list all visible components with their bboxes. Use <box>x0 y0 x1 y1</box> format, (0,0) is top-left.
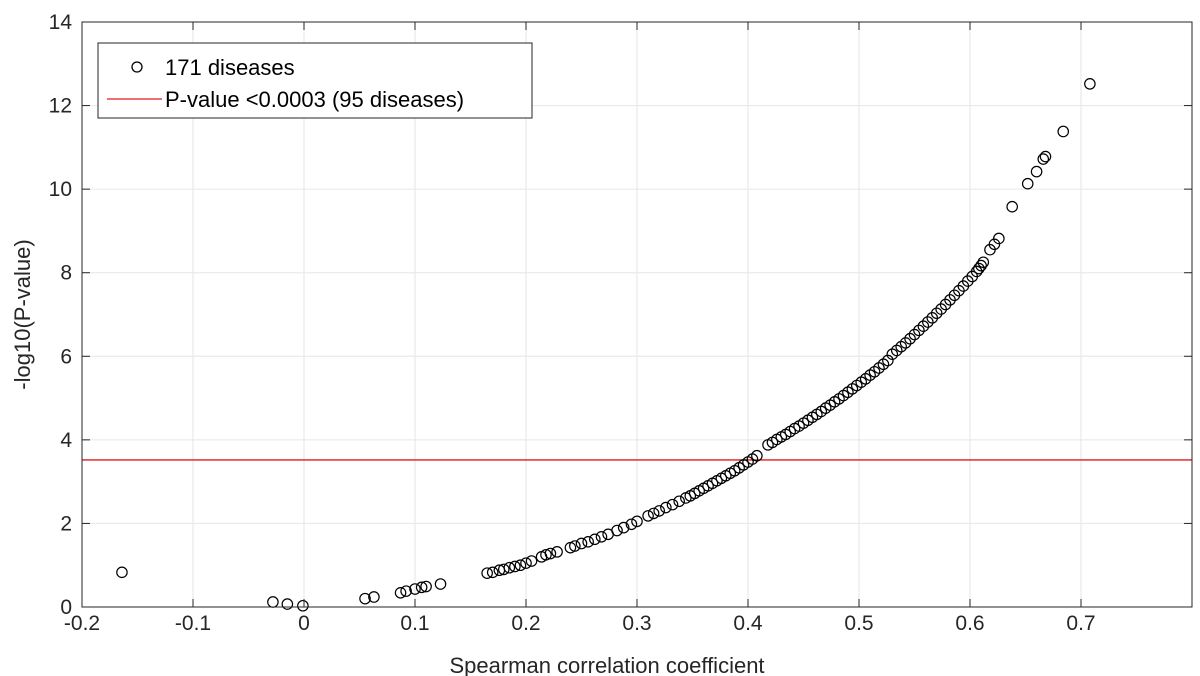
data-point <box>611 524 623 537</box>
data-point <box>514 559 527 572</box>
data-point <box>993 232 1005 245</box>
data-point <box>1037 153 1050 165</box>
legend-entry-threshold: P-value <0.0003 (95 diseases) <box>165 87 464 112</box>
y-tick-label: 8 <box>60 262 72 285</box>
x-tick-label: 0.2 <box>511 612 540 635</box>
data-point <box>1057 125 1070 138</box>
legend-box <box>97 42 533 119</box>
data-point <box>486 566 499 579</box>
data-point <box>890 344 903 357</box>
data-point <box>899 337 912 349</box>
data-point <box>895 340 907 353</box>
data-point <box>873 362 885 374</box>
data-point <box>297 599 309 612</box>
data-point <box>434 578 447 590</box>
data-point <box>267 596 279 608</box>
data-point <box>973 262 985 275</box>
x-tick-label: 0.3 <box>622 612 651 635</box>
data-point <box>660 501 672 514</box>
x-tick-label: 0.6 <box>955 612 984 635</box>
data-point <box>988 238 1001 251</box>
data-point <box>917 320 930 332</box>
y-axis-label: -log10(P-value) <box>10 239 35 389</box>
y-tick-label: 12 <box>49 95 72 118</box>
x-tick-label: 0.7 <box>1066 612 1095 635</box>
y-tick-label: 10 <box>49 178 72 201</box>
x-tick-label: -0.1 <box>175 612 211 635</box>
data-point <box>1006 200 1018 213</box>
data-point <box>913 324 925 337</box>
data-point <box>281 598 294 610</box>
data-point <box>551 546 563 558</box>
y-tick-label: 6 <box>60 345 72 368</box>
data-point <box>368 591 380 603</box>
data-point <box>1084 78 1096 90</box>
data-point <box>647 507 660 520</box>
data-point <box>497 563 510 576</box>
data-point <box>481 567 493 579</box>
data-point <box>595 530 608 543</box>
data-point <box>908 328 921 341</box>
data-point <box>575 537 588 550</box>
data-point <box>509 560 521 573</box>
data-point <box>673 495 685 508</box>
x-tick-label: 0.1 <box>400 612 429 635</box>
data-point <box>922 316 934 328</box>
data-point <box>544 547 557 560</box>
data-point <box>977 256 990 269</box>
data-point <box>415 581 428 594</box>
y-tick-label: 2 <box>60 512 72 535</box>
data-point <box>569 540 581 552</box>
data-point <box>653 505 665 517</box>
data-point <box>503 561 516 574</box>
y-tick-label: 14 <box>49 11 73 34</box>
axis-ticks: -0.2 -0.1 0 0.1 0.2 0.3 0.4 0.5 0.6 0.7 0 2 4 6 8 10 12 1… <box>49 11 1192 635</box>
data-point <box>116 566 128 579</box>
data-point <box>975 259 987 272</box>
data-point <box>1039 150 1052 163</box>
data-point <box>970 265 983 278</box>
data-point <box>582 536 594 548</box>
data-point <box>400 585 412 597</box>
data-point <box>625 518 638 531</box>
data-point <box>1030 165 1043 178</box>
data-point <box>930 307 943 320</box>
x-tick-label: 0.4 <box>733 612 763 635</box>
data-point <box>1021 177 1034 190</box>
data-point <box>525 555 538 567</box>
legend-marker-circle <box>131 61 143 73</box>
x-tick-label: 0.5 <box>844 612 873 635</box>
data-point <box>631 515 643 528</box>
x-tick-label: 0 <box>298 612 310 635</box>
data-point <box>882 354 894 367</box>
x-tick-label: -0.2 <box>64 612 100 635</box>
data-point <box>617 521 630 534</box>
data-point <box>589 533 601 546</box>
legend: 171 diseases P-value <0.0003 (95 disease… <box>97 42 533 119</box>
data-point <box>904 332 916 345</box>
y-tick-label: 4 <box>60 429 72 452</box>
data-point <box>359 592 371 605</box>
data-point <box>409 583 421 595</box>
data-point <box>420 580 432 593</box>
data-points <box>116 78 1096 612</box>
data-point <box>751 449 763 462</box>
data-point <box>642 510 654 522</box>
data-point <box>520 557 532 569</box>
x-axis-label: Spearman correlation coefficient <box>449 653 764 676</box>
data-point <box>666 498 679 511</box>
y-tick-label: 0 <box>60 596 72 619</box>
data-point <box>877 358 890 371</box>
data-point <box>394 586 407 599</box>
legend-entry-diseases: 171 diseases <box>165 55 295 80</box>
data-point <box>540 548 552 561</box>
